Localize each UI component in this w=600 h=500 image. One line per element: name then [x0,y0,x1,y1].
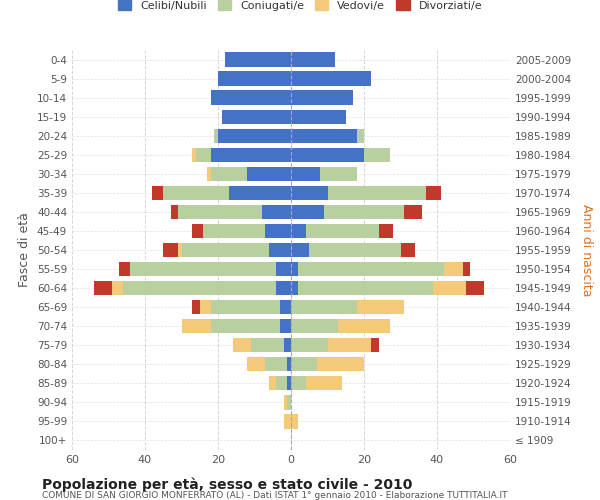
Bar [328,186,426,200]
Bar [247,357,265,372]
Bar [466,281,484,295]
Bar [112,281,123,295]
Bar [284,338,291,352]
Bar [182,243,269,257]
Legend: Celibi/Nubili, Coniugati/e, Vedovi/e, Divorziati/e: Celibi/Nubili, Coniugati/e, Vedovi/e, Di… [113,0,487,15]
Bar [218,128,291,143]
Bar [291,300,356,314]
Bar [251,338,284,352]
Bar [280,300,291,314]
Bar [328,338,371,352]
Bar [291,281,298,295]
Bar [119,262,130,276]
Bar [379,224,393,238]
Bar [284,395,287,409]
Bar [233,338,251,352]
Bar [309,243,401,257]
Bar [280,319,291,334]
Bar [305,224,379,238]
Bar [130,262,277,276]
Bar [203,224,265,238]
Bar [226,52,291,66]
Bar [291,376,305,390]
Bar [291,262,298,276]
Bar [163,243,178,257]
Y-axis label: Fasce di età: Fasce di età [19,212,31,288]
Bar [291,72,371,86]
Bar [291,128,356,143]
Bar [324,205,404,219]
Bar [277,281,291,295]
Bar [211,166,247,181]
Bar [356,300,404,314]
Bar [178,205,262,219]
Bar [247,166,291,181]
Bar [200,300,211,314]
Bar [193,300,200,314]
Bar [317,357,364,372]
Bar [218,72,291,86]
Bar [211,300,280,314]
Bar [211,90,291,105]
Bar [123,281,277,295]
Bar [221,110,291,124]
Bar [291,52,335,66]
Bar [178,243,182,257]
Bar [291,90,353,105]
Bar [291,319,338,334]
Bar [291,186,328,200]
Bar [211,148,291,162]
Bar [207,166,211,181]
Bar [287,357,291,372]
Bar [284,414,291,428]
Bar [291,224,305,238]
Bar [338,319,389,334]
Bar [152,186,163,200]
Text: COMUNE DI SAN GIORGIO MONFERRATO (AL) - Dati ISTAT 1° gennaio 2010 - Elaborazion: COMUNE DI SAN GIORGIO MONFERRATO (AL) - … [42,491,508,500]
Bar [287,395,291,409]
Bar [269,376,277,390]
Bar [94,281,112,295]
Bar [291,148,364,162]
Bar [291,110,346,124]
Bar [433,281,466,295]
Bar [291,243,309,257]
Bar [287,376,291,390]
Bar [463,262,470,276]
Bar [371,338,379,352]
Bar [214,128,218,143]
Bar [265,224,291,238]
Bar [298,281,433,295]
Bar [182,319,211,334]
Bar [291,357,317,372]
Bar [444,262,463,276]
Bar [426,186,440,200]
Bar [269,243,291,257]
Bar [277,376,287,390]
Bar [356,128,364,143]
Bar [364,148,389,162]
Y-axis label: Anni di nascita: Anni di nascita [580,204,593,296]
Bar [277,262,291,276]
Bar [229,186,291,200]
Bar [291,205,324,219]
Bar [404,205,422,219]
Bar [320,166,356,181]
Bar [193,224,203,238]
Bar [298,262,444,276]
Bar [196,148,211,162]
Bar [170,205,178,219]
Text: Popolazione per età, sesso e stato civile - 2010: Popolazione per età, sesso e stato civil… [42,478,412,492]
Bar [291,338,328,352]
Bar [265,357,287,372]
Bar [291,414,298,428]
Bar [163,186,229,200]
Bar [401,243,415,257]
Bar [262,205,291,219]
Bar [305,376,342,390]
Bar [193,148,196,162]
Bar [211,319,280,334]
Bar [291,166,320,181]
